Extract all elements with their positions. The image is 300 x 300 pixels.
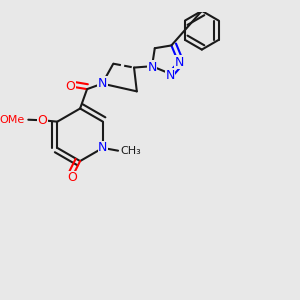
Text: OMe: OMe xyxy=(0,115,25,125)
Text: O: O xyxy=(37,114,47,127)
Text: O: O xyxy=(65,80,75,93)
Text: CH₃: CH₃ xyxy=(120,146,141,156)
Text: N: N xyxy=(98,77,107,90)
Text: N: N xyxy=(165,69,175,82)
Text: O: O xyxy=(67,171,77,184)
Text: N: N xyxy=(175,56,184,68)
Text: N: N xyxy=(147,61,157,74)
Text: N: N xyxy=(98,141,108,154)
